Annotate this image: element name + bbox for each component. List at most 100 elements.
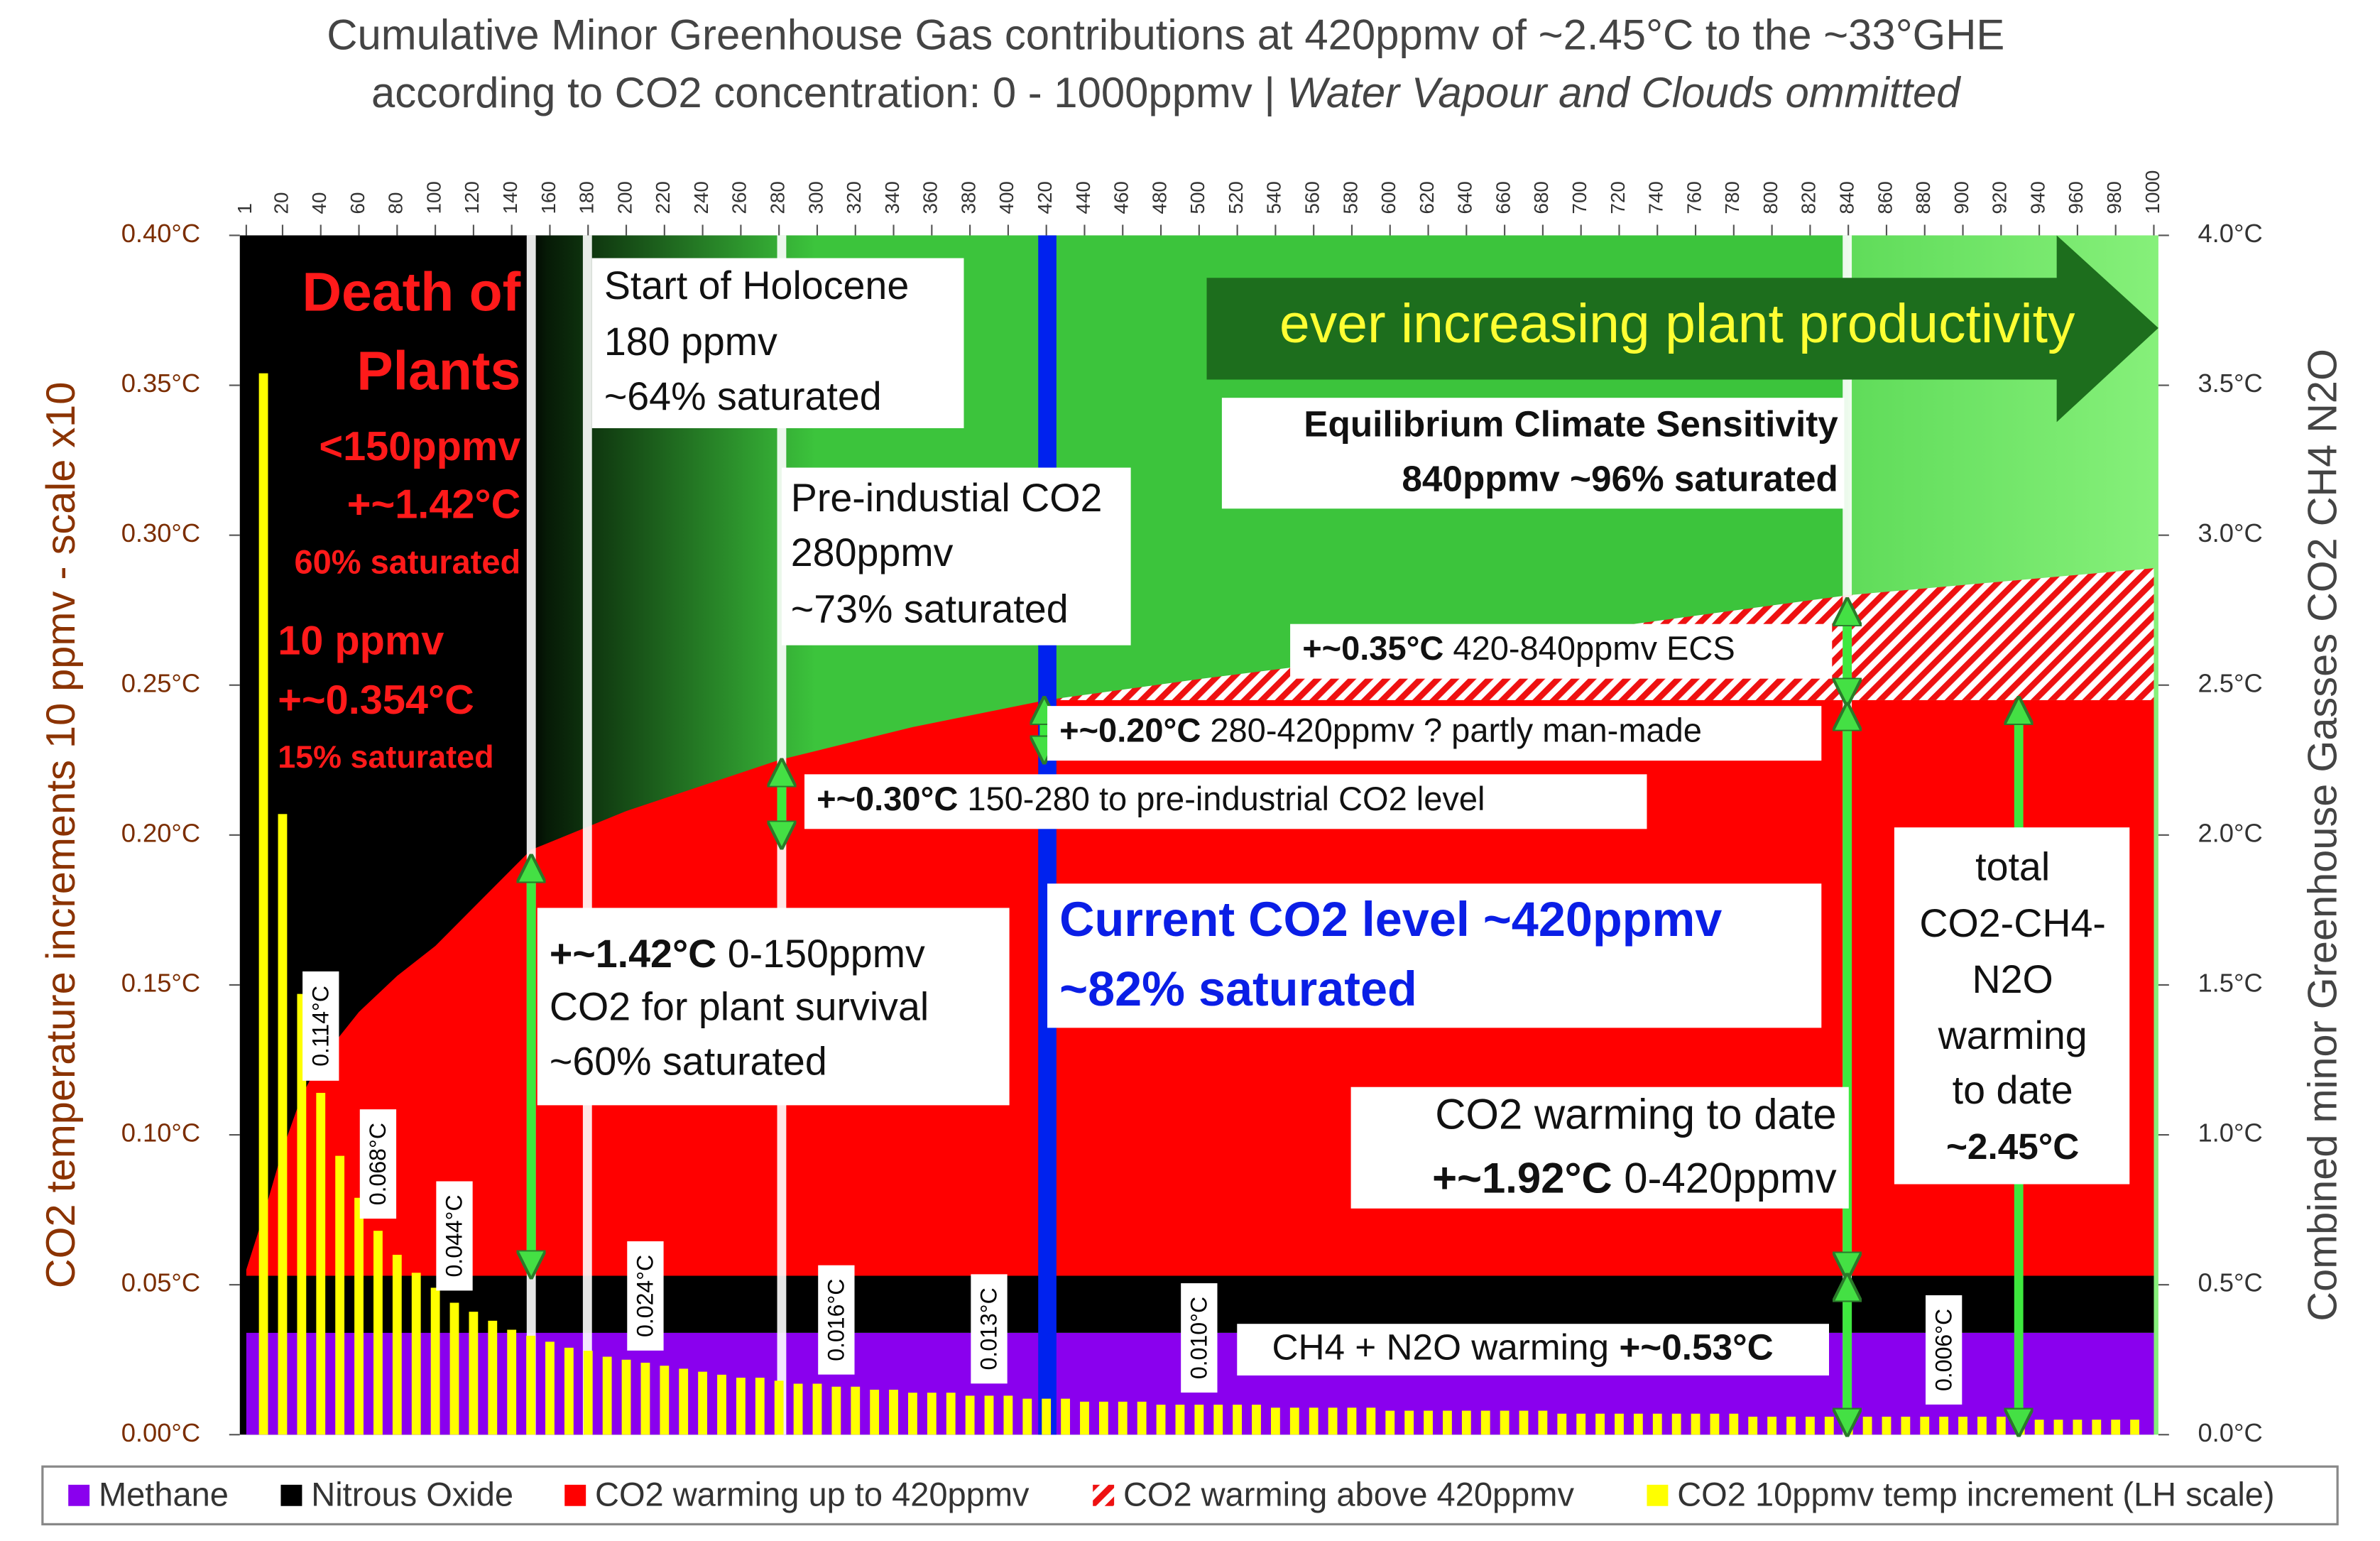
bar-label-text: 0.068°C — [365, 1123, 391, 1205]
x-tick-label: 80 — [385, 192, 407, 214]
bar — [851, 1386, 861, 1435]
annotation-text: N2O — [1972, 957, 2053, 1001]
y2-tick-label: 0.5°C — [2198, 1268, 2262, 1297]
annotation-text: +~0.35°C 420-840ppmv ECS — [1302, 630, 1735, 668]
x-tick-label: 520 — [1225, 181, 1247, 214]
bar — [1805, 1416, 1815, 1435]
annotation-text: CO2 warming to date — [1435, 1090, 1836, 1138]
bar-label: 0.006°C — [1925, 1295, 1963, 1405]
x-tick-label: 580 — [1339, 181, 1361, 214]
bar — [1958, 1416, 1967, 1435]
x-tick-label: 340 — [881, 181, 903, 214]
y-tick-label: 0.00°C — [121, 1418, 200, 1447]
bar-label-text: 0.006°C — [1931, 1309, 1956, 1391]
bar — [1461, 1410, 1471, 1435]
x-tick-label: 60 — [346, 192, 369, 214]
annotation-text: warming — [1938, 1013, 2087, 1057]
bar — [564, 1347, 574, 1435]
annotation-text: ever increasing plant productivity — [1279, 293, 2075, 354]
x-tick-label: 140 — [499, 181, 521, 214]
annotation-text: ~73% saturated — [791, 587, 1069, 631]
bar — [1710, 1413, 1720, 1435]
bar — [1366, 1407, 1376, 1435]
bar — [1939, 1416, 1949, 1435]
bar — [1289, 1407, 1299, 1435]
bar — [1137, 1401, 1147, 1435]
annotation-box — [781, 467, 1131, 646]
annotation-box — [1047, 706, 1822, 761]
y-tick-label: 0.05°C — [121, 1268, 200, 1297]
x-tick-label: 480 — [1148, 181, 1170, 214]
bar-label-text: 0.013°C — [976, 1287, 1002, 1370]
x-tick-label: 420 — [1034, 181, 1056, 214]
bar-label-bg — [627, 1241, 664, 1351]
bar — [1595, 1413, 1605, 1435]
y-tick-label: 0.30°C — [121, 518, 200, 548]
y-tick-label: 0.20°C — [121, 818, 200, 847]
bar — [1996, 1416, 2006, 1435]
bar — [774, 1381, 784, 1435]
bar-label: 0.068°C — [359, 1109, 397, 1219]
bar-label-bg — [436, 1181, 473, 1291]
annotation-text: ~64% saturated — [604, 374, 882, 418]
bar-label: 0.044°C — [436, 1181, 473, 1291]
annotation-text: 840ppmv ~96% saturated — [1402, 458, 1838, 499]
x-tick-label: 40 — [308, 192, 330, 214]
subtitle-main: according to CO2 concentration: 0 - 1000… — [371, 69, 1275, 116]
bar-label: 0.013°C — [971, 1274, 1008, 1384]
bar — [1061, 1398, 1070, 1435]
bar — [1882, 1416, 1892, 1435]
x-tick-label: 800 — [1759, 181, 1781, 214]
x-tick-label: 1 — [234, 203, 256, 214]
annotations: Death of Plants <150ppmv +~1.42°C 60% satura… — [278, 258, 2130, 1376]
bar-label: 0.024°C — [627, 1241, 664, 1351]
annotation-text: 180 ppmv — [604, 320, 777, 364]
bar — [1862, 1416, 1872, 1435]
legend-label: CO2 warming above 420ppmv — [1123, 1475, 1575, 1513]
annotation-text: CH4 + N2O warming +~0.53°C — [1272, 1327, 1773, 1367]
y2-tick-label: 4.0°C — [2198, 219, 2262, 248]
bar — [679, 1368, 689, 1435]
bar — [1576, 1413, 1586, 1435]
bar — [1691, 1413, 1701, 1435]
y2-tick-label: 3.0°C — [2198, 518, 2262, 548]
bar — [1920, 1416, 1930, 1435]
bar — [545, 1341, 555, 1435]
bar — [1729, 1413, 1739, 1435]
annotation-text: <150ppmv — [319, 424, 520, 469]
chart-subtitle: according to CO2 concentration: 0 - 1000… — [371, 69, 1961, 116]
bar — [1385, 1410, 1395, 1435]
legend-swatch — [1093, 1484, 1115, 1506]
x-tick-label: 980 — [2103, 181, 2125, 214]
bar — [1824, 1416, 1834, 1435]
bar — [1156, 1405, 1166, 1435]
bar — [1270, 1407, 1280, 1435]
x-tick-label: 780 — [1721, 181, 1743, 214]
y2-tick-label: 1.0°C — [2198, 1118, 2262, 1148]
bar-label-bg — [1181, 1283, 1218, 1393]
annotation-text: Death of — [302, 261, 520, 322]
ref-line-420 — [1038, 235, 1057, 1435]
annotation-text: +~1.42°C 0-150ppmv — [550, 932, 925, 976]
y-tick-label: 0.40°C — [121, 219, 200, 248]
legend-label: Methane — [99, 1475, 229, 1513]
bar-label: 0.010°C — [1181, 1283, 1218, 1393]
x-tick-label: 100 — [422, 181, 444, 214]
productivity-arrow — [1206, 235, 2158, 423]
bar — [1786, 1416, 1796, 1435]
y2-tick-label: 1.5°C — [2198, 969, 2262, 998]
annotation-text: total — [1975, 845, 2050, 889]
bar — [1003, 1395, 1013, 1435]
bar — [507, 1329, 517, 1435]
x-tick-label: 680 — [1530, 181, 1552, 214]
bar — [1080, 1401, 1089, 1435]
y2-axis-title: Combined minor Greenhouse Gasses CO2 CH4… — [2300, 349, 2345, 1321]
x-tick-label: 280 — [767, 181, 789, 214]
bar — [373, 1231, 383, 1435]
annotation-box — [1237, 1324, 1829, 1376]
y-tick-label: 0.35°C — [121, 369, 200, 398]
bar — [2073, 1420, 2082, 1435]
bar — [2130, 1420, 2139, 1435]
x-tick-label: 160 — [537, 181, 559, 214]
